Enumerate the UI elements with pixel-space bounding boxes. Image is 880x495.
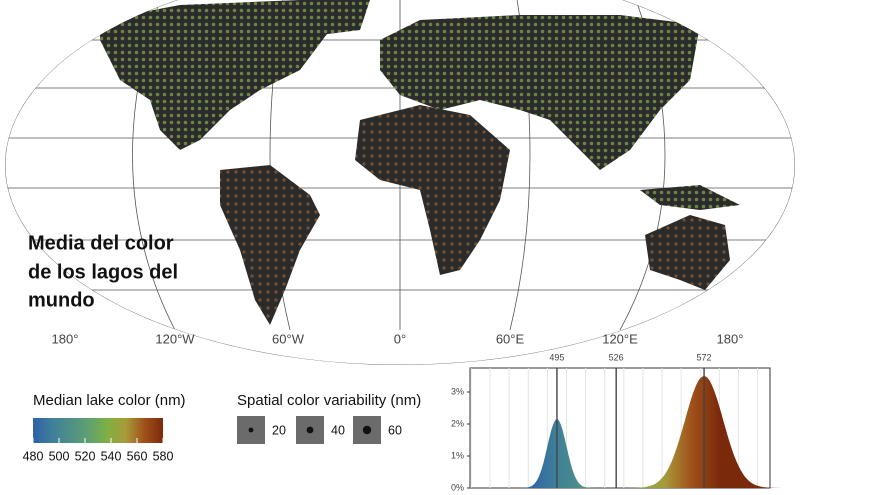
longitude-label: 180° bbox=[717, 331, 744, 346]
y-tick-label: 1% bbox=[451, 450, 464, 460]
color-tick-label: 500 bbox=[49, 449, 70, 463]
longitude-labels: 180° 120°W 60°W 0° 60°E 120°E 180° bbox=[52, 331, 744, 346]
size-legend-title: Spatial color variability (nm) bbox=[237, 392, 421, 409]
title-line: mundo bbox=[28, 289, 95, 311]
longitude-label: 60°E bbox=[496, 331, 525, 346]
title-line: de los lagos del bbox=[28, 261, 178, 283]
longitude-label: 120°E bbox=[602, 331, 638, 346]
longitude-label: 180° bbox=[52, 331, 79, 346]
longitude-label: 120°W bbox=[155, 331, 195, 346]
y-tick-label: 0% bbox=[451, 482, 464, 492]
y-tick-label: 3% bbox=[451, 386, 464, 396]
marker-label: 526 bbox=[609, 352, 624, 362]
size-legend: 20 40 60 bbox=[237, 416, 402, 444]
color-tick-label: 580 bbox=[153, 449, 174, 463]
density-chart: 0% 1% 2% 3% 495 526 572 bbox=[451, 352, 781, 492]
color-tick-label: 560 bbox=[127, 449, 148, 463]
size-label: 40 bbox=[331, 423, 345, 437]
longitude-label: 0° bbox=[394, 331, 406, 346]
color-legend: 480 500 520 540 560 580 bbox=[23, 418, 174, 463]
size-dot bbox=[248, 427, 254, 433]
title-line: Media del color bbox=[28, 232, 174, 254]
y-tick-label: 2% bbox=[451, 418, 464, 428]
size-label: 20 bbox=[272, 423, 286, 437]
size-dot bbox=[306, 426, 314, 434]
color-tick-label: 540 bbox=[101, 449, 122, 463]
marker-label: 572 bbox=[697, 352, 712, 362]
size-label: 60 bbox=[388, 423, 402, 437]
color-tick-label: 480 bbox=[23, 449, 44, 463]
map bbox=[5, 0, 795, 365]
color-legend-title: Median lake color (nm) bbox=[33, 392, 186, 409]
longitude-label: 60°W bbox=[272, 331, 305, 346]
size-dot bbox=[362, 425, 372, 435]
color-bar bbox=[33, 418, 163, 443]
marker-label: 495 bbox=[549, 352, 564, 362]
color-tick-label: 520 bbox=[75, 449, 96, 463]
continents bbox=[100, 0, 740, 325]
